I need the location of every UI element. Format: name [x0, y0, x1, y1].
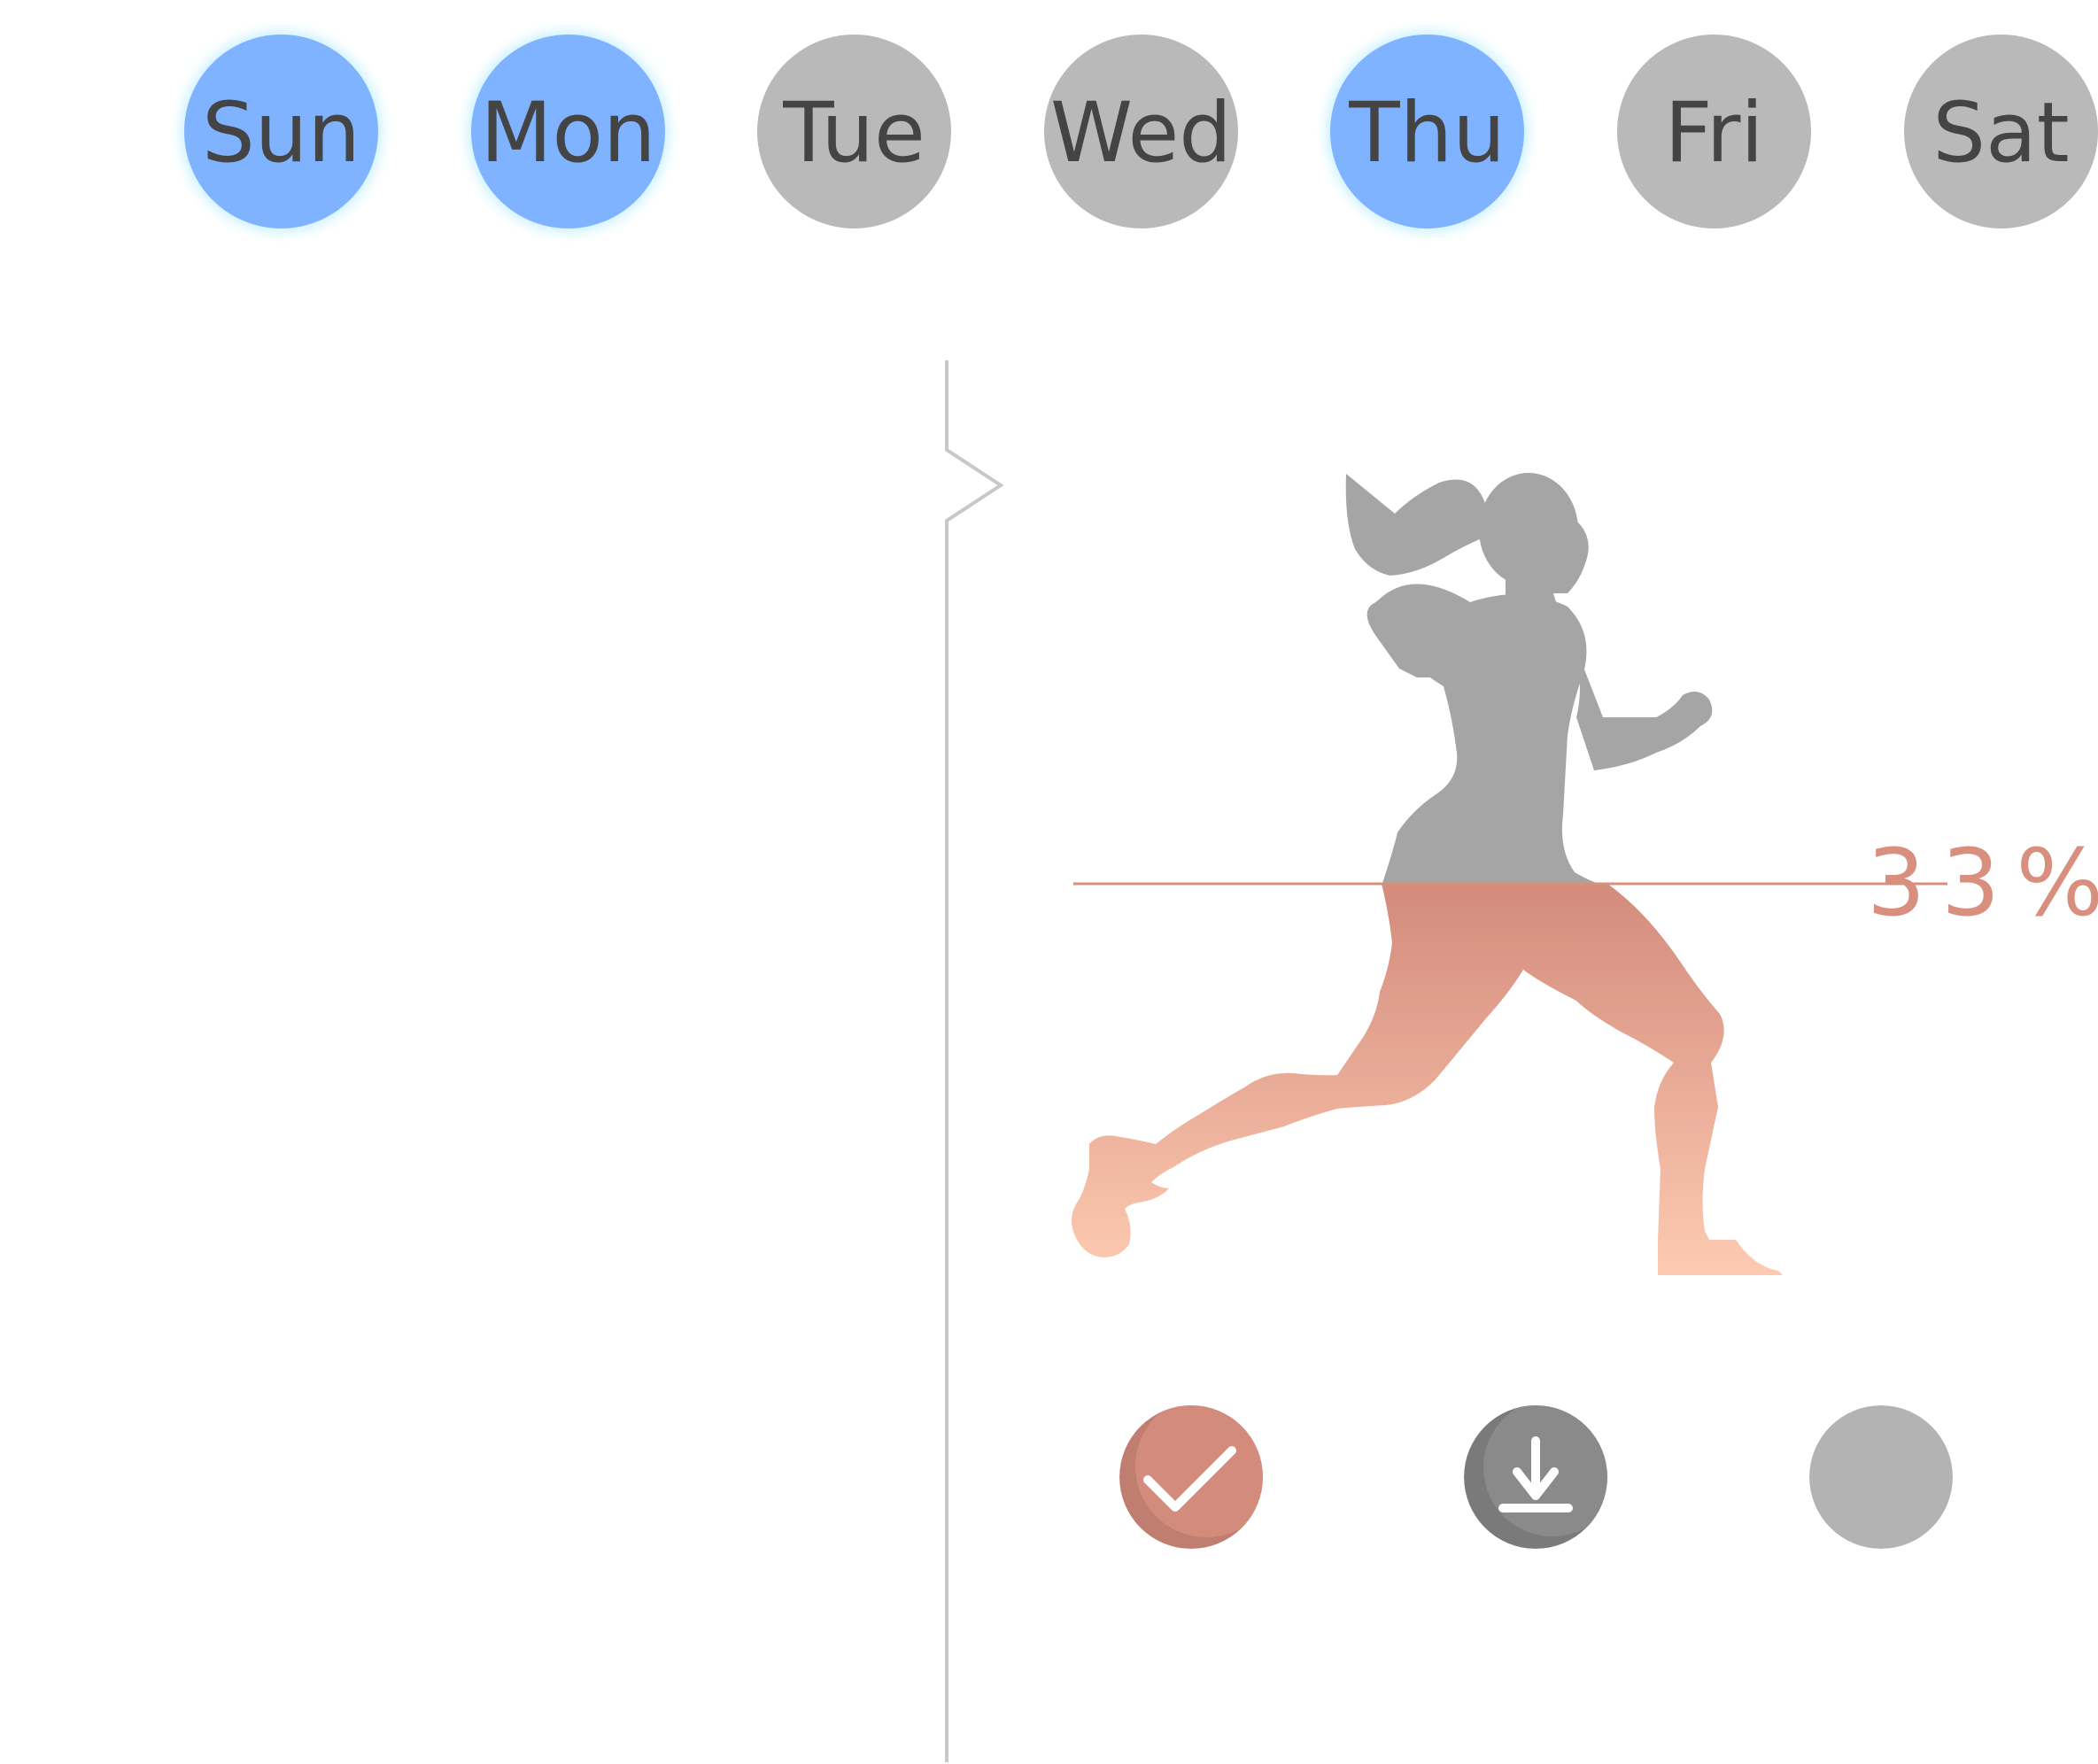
download-button[interactable]	[1464, 1405, 1607, 1549]
empty-button[interactable]	[1809, 1405, 1953, 1549]
day-fri-button[interactable]: Fri	[1617, 35, 1811, 228]
day-mon-button[interactable]: Mon	[471, 35, 665, 228]
checkmark-icon	[1143, 1446, 1236, 1512]
day-wed-button[interactable]: Wed	[1044, 35, 1238, 228]
day-tue-button[interactable]: Tue	[757, 35, 951, 228]
day-label: Tue	[783, 84, 925, 182]
day-label: Thu	[1349, 84, 1506, 182]
day-sun-button[interactable]: Sun	[184, 35, 378, 228]
day-sat-button[interactable]: Sat	[1904, 35, 2098, 228]
download-icon	[1498, 1436, 1573, 1513]
day-label: Fri	[1664, 84, 1764, 182]
day-selector: Sun Mon Tue Wed Thu Fri Sat	[0, 0, 2098, 266]
runner-progress-graphic	[1072, 473, 1947, 1275]
day-thu-button[interactable]: Thu	[1330, 35, 1524, 228]
progress-percent-label: 33%	[1867, 829, 2098, 937]
day-label: Sun	[202, 84, 360, 182]
day-label: Wed	[1050, 84, 1232, 182]
day-label: Sat	[1932, 84, 2070, 182]
day-label: Mon	[480, 84, 656, 182]
confirm-button[interactable]	[1119, 1405, 1263, 1549]
